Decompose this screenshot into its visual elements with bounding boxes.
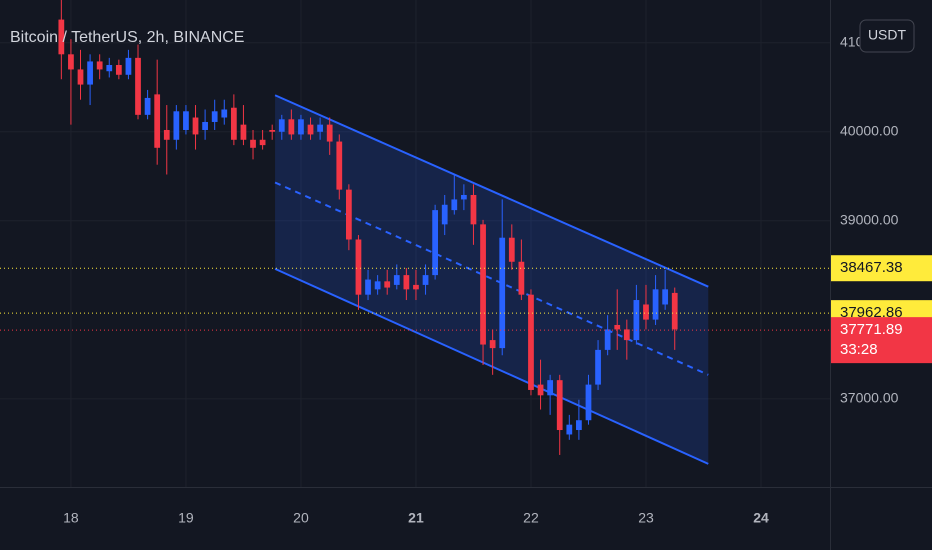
candle-body (154, 94, 161, 148)
countdown: 33:28 (840, 341, 878, 358)
price-label: 37962.86 (840, 304, 903, 321)
candle-body (643, 304, 649, 320)
candle-body (240, 124, 247, 140)
x-tick-label: 21 (408, 510, 424, 526)
x-tick-label: 24 (753, 510, 769, 526)
candle-body (173, 111, 180, 140)
candle-body (87, 61, 93, 85)
candle-body (163, 129, 170, 140)
candle-body (662, 289, 669, 305)
candle-body (556, 380, 563, 431)
candle-body (77, 69, 84, 85)
price-label: 37771.89 (840, 321, 903, 338)
candle-body (211, 111, 218, 122)
candle-body (499, 237, 506, 349)
candle-body (576, 420, 582, 431)
button-frame[interactable] (859, 19, 915, 53)
candle-body (671, 292, 678, 330)
candle-body (633, 300, 640, 341)
candle-body (192, 117, 199, 135)
candle-body (365, 279, 371, 295)
candle-body (269, 129, 276, 132)
candle-body (508, 237, 515, 262)
candle-body (432, 210, 439, 276)
candle-body (115, 64, 122, 75)
candle-body (623, 329, 630, 341)
candle-body (317, 124, 323, 132)
candle-body (384, 281, 391, 288)
candle-body (413, 284, 419, 290)
x-tick-label: 20 (293, 510, 309, 526)
candle-body (614, 324, 621, 330)
candle-body (374, 281, 381, 290)
candle-body (259, 139, 266, 146)
candle-body (230, 107, 237, 140)
candle-body (461, 194, 467, 200)
candle-body (393, 275, 400, 285)
candle-body (183, 111, 189, 130)
chart-title: Bitcoin / TetherUS, 2h, BINANCE (10, 29, 244, 46)
candle-body (441, 204, 448, 225)
candle-body (68, 54, 74, 70)
candle-body (58, 19, 65, 55)
candle-body (278, 119, 285, 132)
price-label: 38467.38 (840, 259, 903, 276)
candle-body (518, 261, 525, 295)
price-label-box (831, 317, 932, 364)
currency-button[interactable]: USDT (859, 19, 915, 53)
y-tick-label: 40000.00 (840, 122, 899, 138)
x-tick-label: 22 (523, 510, 539, 526)
candle-body (96, 61, 103, 70)
candle-body (250, 139, 256, 148)
candle-body (547, 380, 554, 396)
candle-body (336, 141, 343, 190)
candle-body (307, 124, 314, 135)
candle-body (345, 189, 352, 240)
candle-body (298, 119, 304, 135)
candle-body (470, 194, 477, 225)
channel-lower (274, 267, 709, 465)
y-tick-label: 39000.00 (840, 212, 899, 228)
candle-body (355, 239, 362, 295)
candle-body (585, 384, 592, 421)
candle-body (566, 424, 573, 435)
candle-body (125, 57, 132, 75)
candle-body (144, 97, 151, 115)
channel-upper (274, 94, 709, 288)
candle-body (288, 119, 295, 135)
candle-body (422, 275, 429, 285)
button-label[interactable]: USDT (868, 27, 907, 43)
candle-body (106, 64, 113, 72)
candle-body (595, 349, 601, 385)
candle-body (528, 294, 534, 390)
price-label-box (831, 255, 932, 282)
grid (0, 0, 830, 487)
candle-body (480, 224, 486, 345)
candle-body (604, 329, 611, 350)
candle-body (202, 121, 208, 130)
candle-body (326, 124, 333, 142)
axes: 37000.0039000.0040000.0041000.0018192021… (63, 33, 932, 526)
x-tick-label: 18 (63, 510, 79, 526)
candle-body (135, 57, 141, 115)
candle-body (489, 340, 496, 349)
candle-body (403, 275, 410, 290)
plot (0, 0, 830, 465)
x-tick-label: 19 (178, 510, 194, 526)
y-tick-label: 37000.00 (840, 390, 899, 406)
candle-body (451, 199, 458, 211)
x-tick-label: 23 (638, 510, 654, 526)
candle-body (221, 109, 228, 118)
candle-body (537, 384, 544, 396)
candle-body (652, 289, 659, 320)
